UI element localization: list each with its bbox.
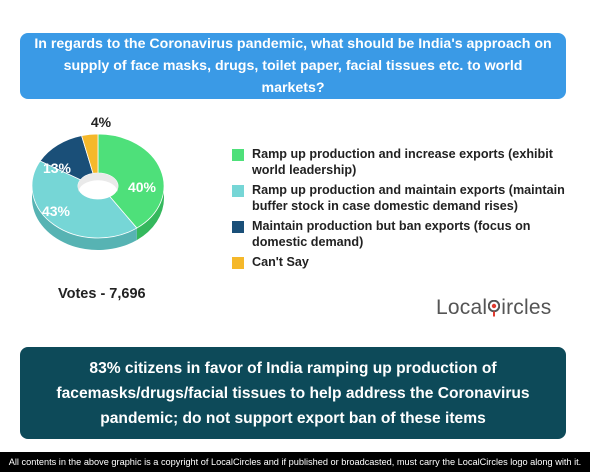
slice-side-1: [32, 186, 137, 250]
slice-1: [31, 160, 138, 239]
legend-swatch-2: [232, 221, 244, 233]
legend-item-3: Can't Say: [232, 255, 572, 271]
footer-text: All contents in the above graphic is a c…: [8, 457, 582, 467]
legend-label-0: Ramp up production and increase exports …: [252, 147, 553, 177]
legend-swatch-1: [232, 185, 244, 197]
legend-item-2: Maintain production but ban exports (foc…: [232, 219, 572, 250]
slice-side-0: [136, 186, 164, 241]
donut-chart: 40% 43% 13% 4%: [18, 114, 214, 270]
donut-hole-shadow: [78, 173, 118, 194]
legend-label-2: Maintain production but ban exports (foc…: [252, 219, 531, 249]
votes-count: Votes - 7,696: [58, 286, 146, 302]
legend-swatch-0: [232, 149, 244, 161]
logo-text-circles: ircles: [501, 296, 552, 319]
question-text: In regards to the Coronavirus pandemic, …: [34, 36, 552, 96]
slice-label-0: 40%: [128, 179, 157, 195]
summary-banner: 83% citizens in favor of India ramping u…: [20, 347, 566, 439]
legend-item-1: Ramp up production and maintain exports …: [232, 183, 572, 214]
slice-label-2: 13%: [43, 160, 72, 176]
legend-swatch-3: [232, 257, 244, 269]
slice-label-3: 4%: [91, 114, 112, 130]
localcircles-logo: Local ircles: [436, 296, 551, 320]
chart-legend: Ramp up production and increase exports …: [232, 147, 572, 276]
legend-label-3: Can't Say: [252, 255, 309, 269]
logo-pin-icon: [488, 299, 501, 317]
logo-text-local: Local: [436, 296, 488, 319]
slice-label-1: 43%: [42, 203, 71, 219]
legend-item-0: Ramp up production and increase exports …: [232, 147, 572, 178]
question-banner: In regards to the Coronavirus pandemic, …: [20, 33, 566, 99]
copyright-footer: All contents in the above graphic is a c…: [0, 452, 590, 472]
summary-text: 83% citizens in favor of India ramping u…: [56, 359, 530, 427]
donut-chart-svg: 40% 43% 13% 4%: [31, 114, 165, 250]
infographic: In regards to the Coronavirus pandemic, …: [18, 33, 572, 439]
legend-label-1: Ramp up production and maintain exports …: [252, 183, 565, 213]
